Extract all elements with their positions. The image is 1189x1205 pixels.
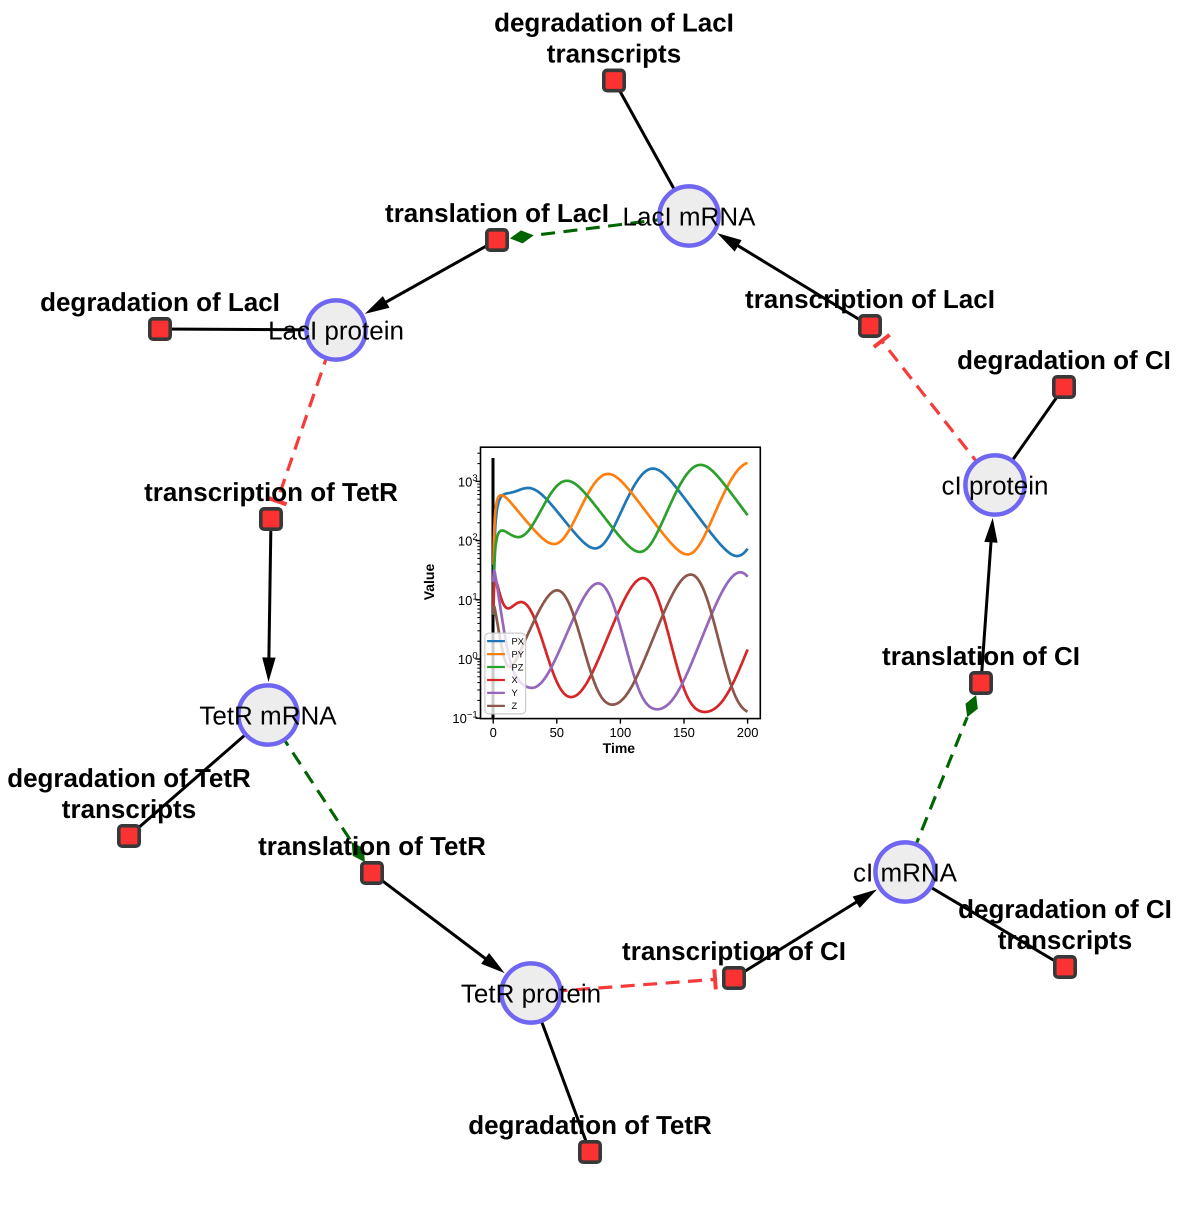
svg-text:LacI protein: LacI protein <box>268 316 404 346</box>
svg-text:translation of LacI: translation of LacI <box>385 198 609 228</box>
svg-text:degradation of TetR: degradation of TetR <box>7 763 251 793</box>
svg-text:translation of CI: translation of CI <box>882 641 1080 671</box>
svg-text:X: X <box>512 675 518 685</box>
svg-text:translation of TetR: translation of TetR <box>258 831 486 861</box>
svg-text:cI mRNA: cI mRNA <box>853 858 958 888</box>
svg-text:degradation of CI: degradation of CI <box>957 345 1171 375</box>
svg-text:LacI mRNA: LacI mRNA <box>623 202 757 232</box>
svg-text:Value: Value <box>421 564 437 601</box>
svg-text:200: 200 <box>737 725 759 740</box>
svg-text:transcripts: transcripts <box>547 39 681 69</box>
svg-text:TetR protein: TetR protein <box>461 979 601 1009</box>
svg-text:degradation of LacI: degradation of LacI <box>494 8 734 38</box>
svg-text:degradation of TetR: degradation of TetR <box>468 1110 712 1140</box>
svg-text:cI protein: cI protein <box>942 471 1049 501</box>
svg-text:transcription of TetR: transcription of TetR <box>144 477 398 507</box>
svg-text:PX: PX <box>512 636 524 646</box>
svg-text:PY: PY <box>512 649 524 659</box>
svg-text:transcription of CI: transcription of CI <box>622 936 846 966</box>
svg-text:0: 0 <box>490 725 497 740</box>
svg-text:Y: Y <box>512 688 518 698</box>
svg-text:Time: Time <box>603 740 636 756</box>
svg-text:degradation of CI: degradation of CI <box>958 894 1172 924</box>
svg-text:Z: Z <box>512 701 518 711</box>
svg-text:150: 150 <box>673 725 695 740</box>
svg-text:TetR mRNA: TetR mRNA <box>199 701 337 731</box>
svg-text:PZ: PZ <box>512 662 524 672</box>
svg-text:transcripts: transcripts <box>998 925 1132 955</box>
svg-text:transcription of LacI: transcription of LacI <box>745 284 995 314</box>
svg-text:degradation of LacI: degradation of LacI <box>40 287 280 317</box>
svg-text:100: 100 <box>610 725 632 740</box>
svg-text:50: 50 <box>550 725 564 740</box>
svg-text:transcripts: transcripts <box>62 794 196 824</box>
